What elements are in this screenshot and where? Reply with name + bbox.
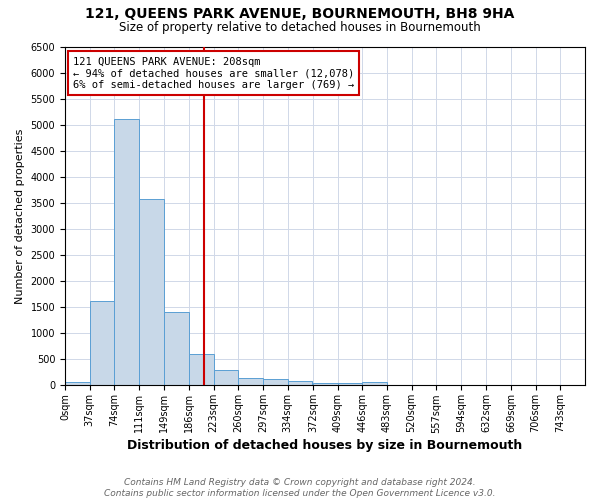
Bar xyxy=(139,199,164,386)
Text: Size of property relative to detached houses in Bournemouth: Size of property relative to detached ho… xyxy=(119,21,481,34)
Text: Contains HM Land Registry data © Crown copyright and database right 2024.
Contai: Contains HM Land Registry data © Crown c… xyxy=(104,478,496,498)
Bar xyxy=(362,382,387,386)
Bar xyxy=(214,370,238,386)
Bar xyxy=(89,300,115,386)
Bar xyxy=(338,384,362,386)
Bar xyxy=(287,380,313,386)
Text: 121, QUEENS PARK AVENUE, BOURNEMOUTH, BH8 9HA: 121, QUEENS PARK AVENUE, BOURNEMOUTH, BH… xyxy=(85,8,515,22)
Bar xyxy=(313,383,338,386)
X-axis label: Distribution of detached houses by size in Bournemouth: Distribution of detached houses by size … xyxy=(127,440,523,452)
Bar xyxy=(65,382,89,386)
Y-axis label: Number of detached properties: Number of detached properties xyxy=(15,128,25,304)
Bar xyxy=(164,312,189,386)
Text: 121 QUEENS PARK AVENUE: 208sqm
← 94% of detached houses are smaller (12,078)
6% : 121 QUEENS PARK AVENUE: 208sqm ← 94% of … xyxy=(73,56,354,90)
Bar xyxy=(263,378,287,386)
Bar xyxy=(238,378,263,386)
Bar xyxy=(115,120,139,386)
Bar xyxy=(189,354,214,386)
